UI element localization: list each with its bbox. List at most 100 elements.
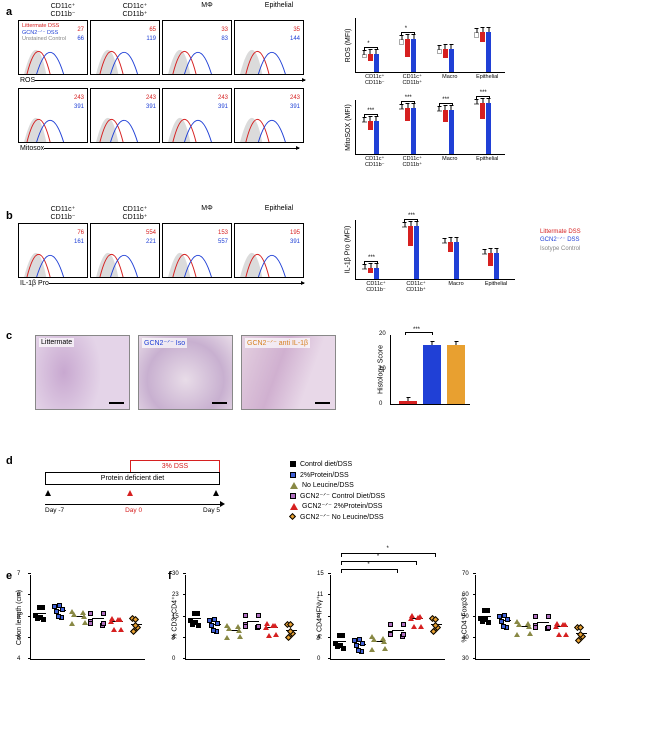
data-point xyxy=(533,614,538,619)
data-point xyxy=(388,622,393,627)
histology-image: GCN2⁻ᐟ⁻ anti IL-1β xyxy=(241,335,336,410)
histogram-cell: 65119 xyxy=(90,20,160,75)
histogram-cell: 243391 xyxy=(162,88,232,143)
histogram-cell: 3383 xyxy=(162,20,232,75)
arrow-icon xyxy=(127,490,133,496)
histogram-cell: 153557 xyxy=(162,223,232,278)
col-title: CD11c⁺ CD11b⁻ xyxy=(28,2,98,18)
data-point xyxy=(516,622,522,627)
scale-bar xyxy=(315,402,330,404)
data-point xyxy=(237,634,243,639)
panel-label-a: a xyxy=(6,6,12,18)
data-point xyxy=(196,623,201,628)
histogram-cell: 243391 xyxy=(90,88,160,143)
histology-image: Littermate xyxy=(35,335,130,410)
data-point xyxy=(357,637,362,642)
scatter-chart: % CD4⁺Foxp3⁺3040506070 xyxy=(475,575,590,660)
data-point xyxy=(417,614,423,619)
data-point xyxy=(101,621,106,626)
data-point xyxy=(235,624,241,629)
histogram-cell: 554221 xyxy=(90,223,160,278)
legend-item: GCN2⁻ᐟ⁻ Control Diet/DSS xyxy=(290,492,385,503)
panel-b: CD11c⁺ CD11b⁻ CD11c⁺ CD11b⁺ MΦ Epithelia… xyxy=(18,205,316,287)
histogram-cell: 2766 Littermate DSS GCN2⁻ᐟ⁻ DSS Unstaine… xyxy=(18,20,88,75)
panel-label-c: c xyxy=(6,330,12,342)
day-label: Day 0 xyxy=(125,507,142,514)
data-point xyxy=(340,633,345,638)
col-title: Epithelial xyxy=(244,205,314,221)
legend-b: Littermate DSS GCN2⁻ᐟ⁻ DSS Isotype Contr… xyxy=(540,228,581,253)
panel-d-schema: 3% DSS Protein deficient diet Day -7 Day… xyxy=(45,460,230,514)
scatter-chart: % CD3⁺CD4⁺08152330 xyxy=(185,575,300,660)
data-point xyxy=(485,608,490,613)
axis-label: ROS xyxy=(20,77,35,84)
legend-item: GCN2⁻ᐟ⁻ No Leucine/DSS xyxy=(290,513,385,524)
bar-chart-mito: ***CD11c⁺ CD11b⁻***CD11c⁺ CD11b⁺***Macro… xyxy=(355,100,505,155)
legend-item: GCN2⁻ᐟ⁻ DSS xyxy=(540,236,581,244)
arrow-icon xyxy=(220,501,225,507)
data-point xyxy=(224,635,230,640)
axis-arrow xyxy=(44,148,299,149)
scatter-chart: Colon length (cm)45667 xyxy=(30,575,145,660)
data-point xyxy=(369,647,375,652)
legend-item: Control diet/DSS xyxy=(290,460,385,471)
image-label: Littermate xyxy=(39,338,74,347)
data-point xyxy=(111,627,117,632)
scatter-chart: ***% CD4⁺IFNγ⁺0481115 xyxy=(330,575,445,660)
data-point xyxy=(514,632,520,637)
bar-chart-ros: *CD11c⁺ CD11b⁻*CD11c⁺ CD11b⁺MacroEpithel… xyxy=(355,18,505,73)
data-point xyxy=(243,613,248,618)
axis-arrow xyxy=(35,80,305,81)
bar-chart-il1b: ***CD11c⁺ CD11b⁻***CD11c⁺ CD11b⁺MacroEpi… xyxy=(355,220,515,280)
scatter-colon-length: Colon length (cm)45667 xyxy=(30,575,145,660)
data-point xyxy=(33,613,38,618)
data-point xyxy=(371,637,377,642)
data-point xyxy=(408,616,414,621)
arrow-icon xyxy=(45,490,51,496)
histology-image: GCN2⁻ᐟ⁻ Iso xyxy=(138,335,233,410)
data-point xyxy=(418,624,424,629)
histogram-cell: 76161 xyxy=(18,223,88,278)
data-point xyxy=(117,617,123,622)
axis-arrow xyxy=(49,283,304,284)
data-point xyxy=(341,646,346,651)
panel-f-scatters: % CD3⁺CD4⁺08152330 ***% CD4⁺IFNγ⁺0481115%… xyxy=(185,575,590,660)
data-point xyxy=(101,611,106,616)
data-point xyxy=(478,616,483,621)
data-point xyxy=(256,624,261,629)
day-label: Day 5 xyxy=(203,507,220,514)
data-point xyxy=(546,625,551,630)
legend-item: GCN2⁻ᐟ⁻ 2%Protein/DSS xyxy=(290,502,385,513)
histogram-row-il1b: 76161554221153557195391 xyxy=(18,223,316,278)
data-point xyxy=(411,624,417,629)
histogram-cell: 243391 xyxy=(18,88,88,143)
day-label: Day -7 xyxy=(45,507,64,514)
data-point xyxy=(243,624,248,629)
data-point xyxy=(195,611,200,616)
data-point xyxy=(486,620,491,625)
data-point xyxy=(553,624,559,629)
data-point xyxy=(501,624,506,629)
panel-d-legend: Control diet/DSS2%Protein/DSSNo Leucine/… xyxy=(290,460,385,523)
data-point xyxy=(108,619,114,624)
histogram-row-ros: 2766 Littermate DSS GCN2⁻ᐟ⁻ DSS Unstaine… xyxy=(18,20,316,75)
panel-label-b: b xyxy=(6,210,13,222)
histogram-cell: 195391 xyxy=(234,223,304,278)
data-point xyxy=(556,632,562,637)
data-point xyxy=(380,636,386,641)
data-point xyxy=(40,605,45,610)
bar-chart-histology: ***Histology Score01020 xyxy=(390,335,470,405)
data-point xyxy=(401,632,406,637)
data-point xyxy=(188,618,193,623)
data-point xyxy=(56,614,61,619)
data-point xyxy=(256,613,261,618)
data-point xyxy=(562,622,568,627)
data-point xyxy=(546,614,551,619)
panel-c-images: Littermate GCN2⁻ᐟ⁻ Iso GCN2⁻ᐟ⁻ anti IL-1… xyxy=(35,335,344,410)
scale-bar xyxy=(109,402,124,404)
data-point xyxy=(88,611,93,616)
data-point xyxy=(118,627,124,632)
data-point xyxy=(382,646,388,651)
axis-label: IL-1β Pro xyxy=(20,280,49,287)
legend-item: Littermate DSS xyxy=(540,228,581,236)
